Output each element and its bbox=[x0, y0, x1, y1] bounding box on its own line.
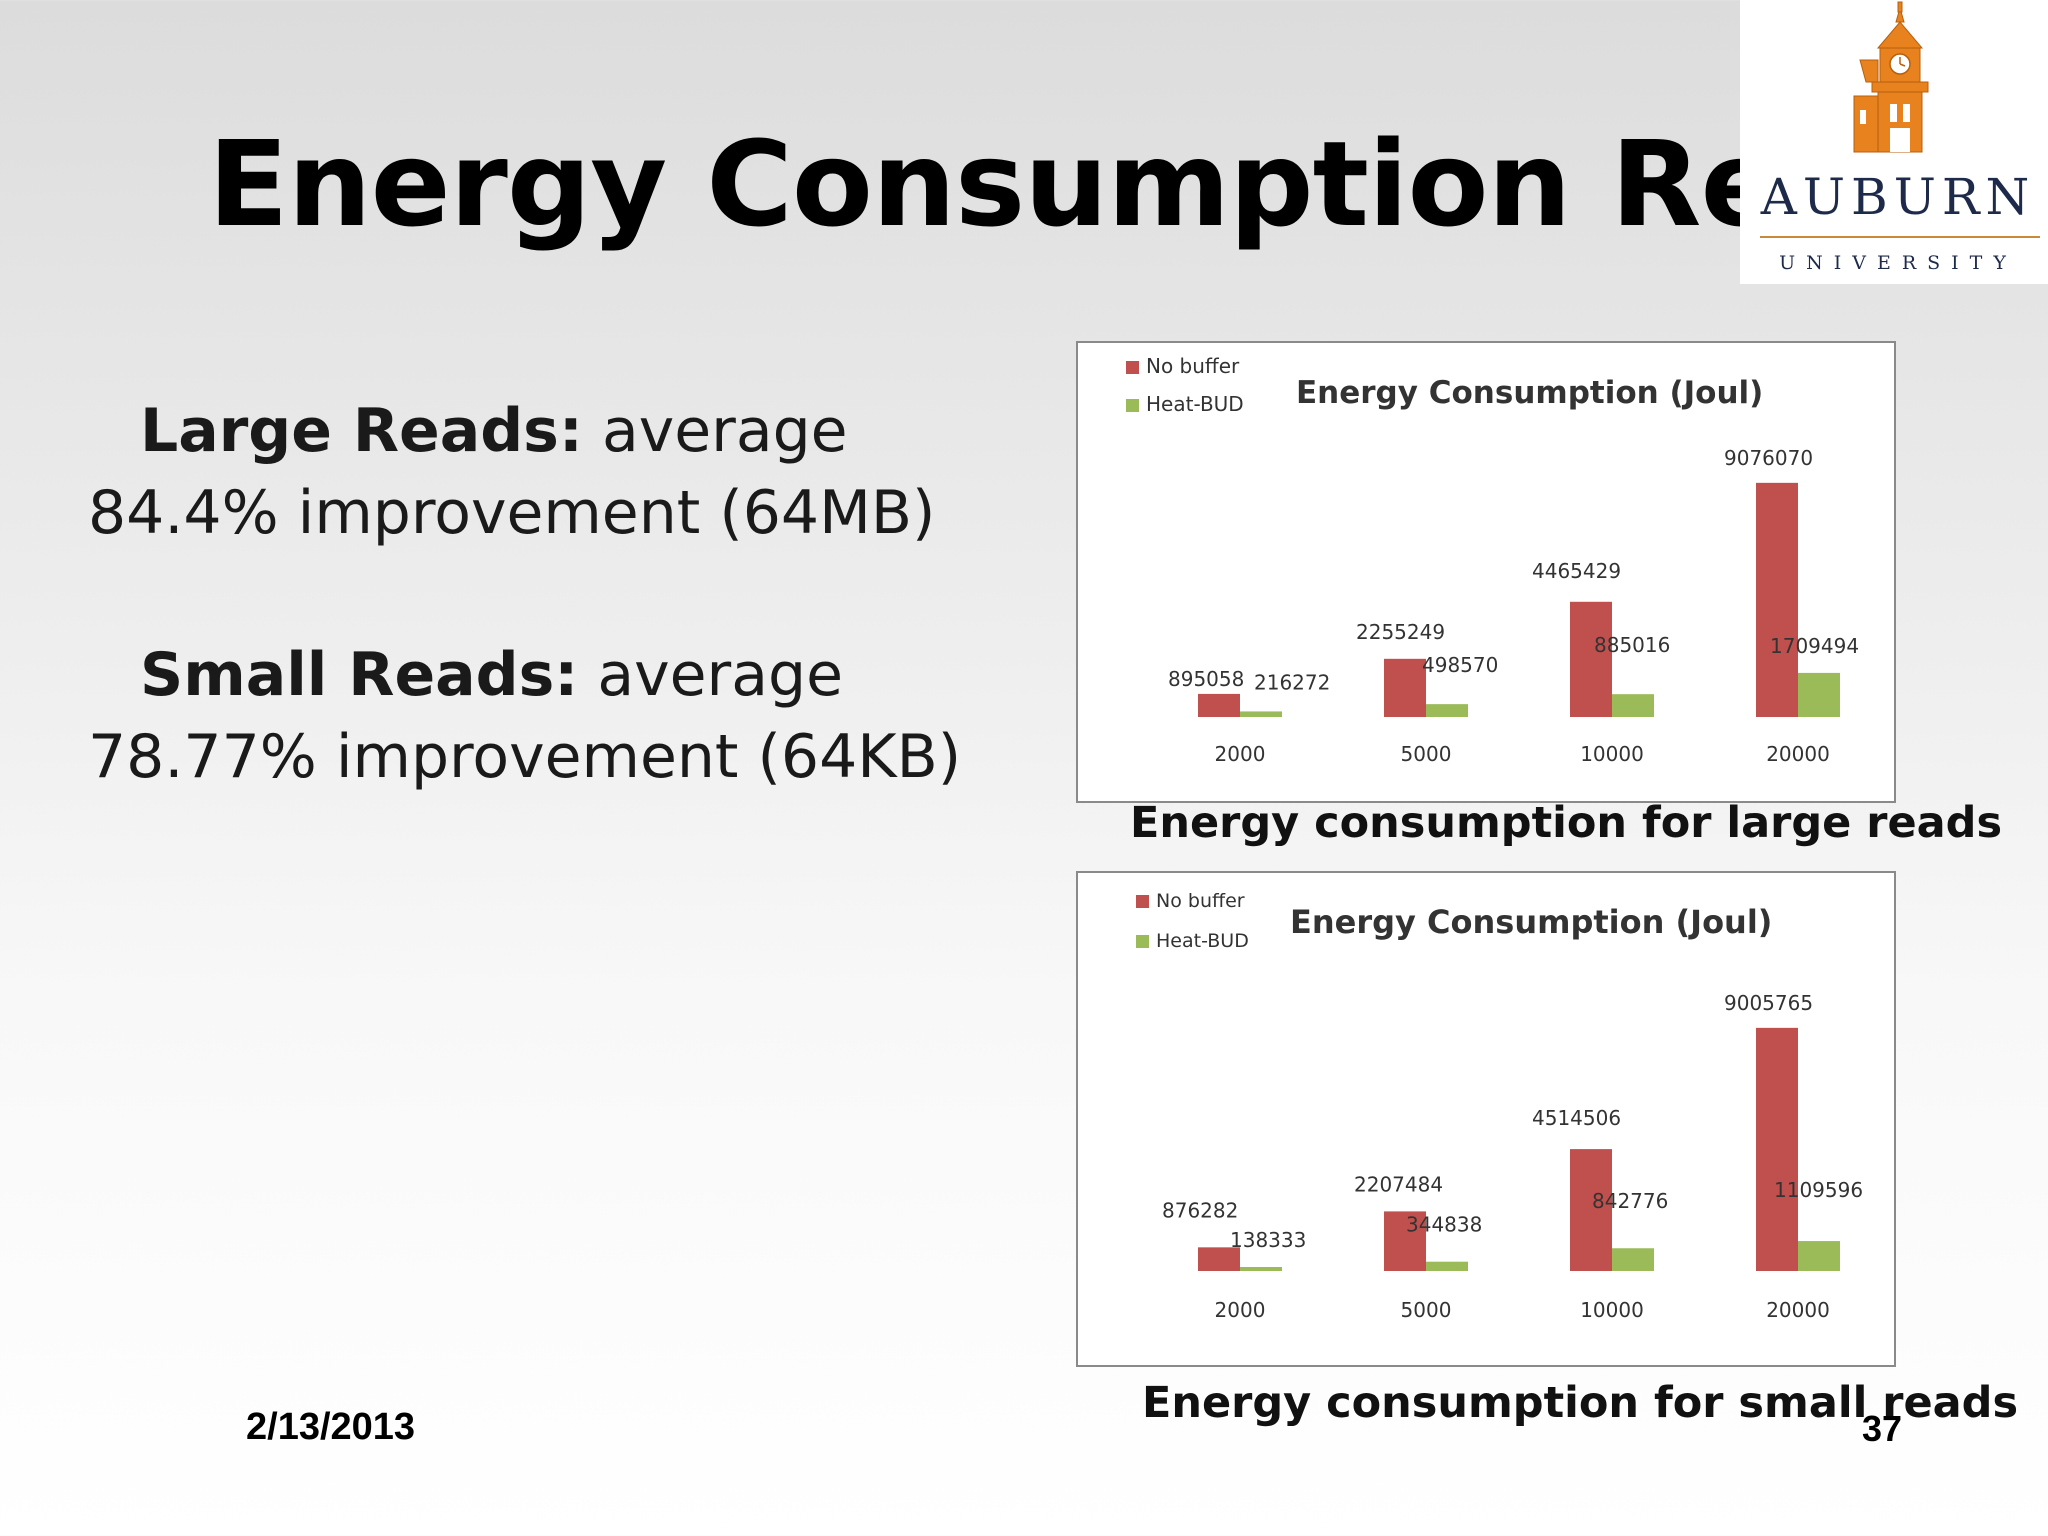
bar-no-buffer bbox=[1384, 658, 1426, 717]
category-label: 2000 bbox=[1215, 1298, 1266, 1322]
data-label: 895058 bbox=[1168, 667, 1244, 691]
chart-title: Energy Consumption (Joul) bbox=[1290, 903, 1772, 941]
legend-swatch bbox=[1136, 935, 1149, 948]
data-label: 138333 bbox=[1230, 1228, 1306, 1252]
logo-wordmark: AUBURN bbox=[1760, 168, 2036, 226]
category-label: 5000 bbox=[1401, 1298, 1452, 1322]
logo-divider bbox=[1760, 236, 2040, 238]
bar-heat-bud bbox=[1426, 704, 1468, 717]
legend-label: Heat-BUD bbox=[1146, 392, 1244, 416]
data-label: 2255249 bbox=[1356, 620, 1445, 644]
bullet-large-reads: Large Reads: average 84.4% improvement (… bbox=[88, 390, 1028, 554]
data-label: 842776 bbox=[1592, 1189, 1668, 1213]
data-label: 885016 bbox=[1594, 633, 1670, 657]
legend-label: No buffer bbox=[1156, 890, 1245, 912]
data-label: 2207484 bbox=[1354, 1172, 1443, 1196]
bar-no-buffer bbox=[1570, 601, 1612, 717]
chart-small-reads: Energy Consumption (Joul) No buffer Heat-B… bbox=[1076, 871, 1896, 1367]
category-label: 10000 bbox=[1580, 742, 1644, 766]
chart-title: Energy Consumption (Joul) bbox=[1296, 375, 1763, 411]
bar-heat-bud bbox=[1612, 1248, 1654, 1271]
chart-svg: Energy Consumption (Joul) No buffer Heat-B… bbox=[1136, 890, 1863, 1322]
bullet-label: Small Reads: bbox=[140, 640, 579, 710]
category-label: 5000 bbox=[1401, 742, 1452, 766]
category-label: 20000 bbox=[1766, 1298, 1830, 1322]
data-label: 876282 bbox=[1162, 1198, 1238, 1222]
university-logo: AUBURN UNIVERSITY bbox=[1740, 0, 2048, 284]
bar-no-buffer bbox=[1198, 1247, 1240, 1271]
category-label: 20000 bbox=[1766, 742, 1830, 766]
chart-svg: Energy Consumption (Joul) No buffer Heat-B… bbox=[1126, 354, 1859, 766]
bar-no-buffer bbox=[1756, 482, 1798, 717]
logo-subtitle: UNIVERSITY bbox=[1779, 252, 2017, 274]
bar-no-buffer bbox=[1570, 1149, 1612, 1271]
legend-swatch bbox=[1126, 399, 1139, 412]
category-label: 10000 bbox=[1580, 1298, 1644, 1322]
legend-label: No buffer bbox=[1146, 354, 1240, 378]
clock-tower-icon bbox=[1853, 1, 1929, 153]
bar-heat-bud bbox=[1798, 1241, 1840, 1271]
legend-swatch bbox=[1136, 895, 1149, 908]
bullet-text: average 78.77% improvement (64KB) bbox=[88, 640, 962, 792]
chart-caption-large-reads: Energy consumption for large reads bbox=[1130, 798, 2003, 848]
bar-heat-bud bbox=[1240, 1267, 1282, 1271]
data-label: 9076070 bbox=[1724, 446, 1813, 470]
data-label: 498570 bbox=[1422, 653, 1498, 677]
data-label: 9005765 bbox=[1724, 991, 1813, 1015]
bar-heat-bud bbox=[1426, 1261, 1468, 1271]
bar-no-buffer bbox=[1198, 693, 1240, 717]
bullet-list: Large Reads: average 84.4% improvement (… bbox=[88, 390, 1028, 878]
chart-caption-small-reads: Energy consumption for small reads bbox=[1142, 1378, 2019, 1428]
data-label: 1709494 bbox=[1770, 634, 1859, 658]
bullet-text: average 84.4% improvement (64MB) bbox=[88, 396, 936, 548]
bar-no-buffer bbox=[1756, 1027, 1798, 1271]
bullet-small-reads: Small Reads: average 78.77% improvement … bbox=[88, 634, 1028, 798]
bar-heat-bud bbox=[1240, 711, 1282, 717]
slide-date: 2/13/2013 bbox=[246, 1406, 416, 1448]
bar-heat-bud bbox=[1612, 694, 1654, 717]
category-label: 2000 bbox=[1215, 742, 1266, 766]
legend-swatch bbox=[1126, 361, 1139, 374]
bullet-label: Large Reads: bbox=[140, 396, 583, 466]
bar-no-buffer bbox=[1384, 1211, 1426, 1271]
data-label: 4465429 bbox=[1532, 559, 1621, 583]
legend-label: Heat-BUD bbox=[1156, 930, 1249, 952]
slide-page-number: 37 bbox=[1862, 1408, 1903, 1449]
data-label: 4514506 bbox=[1532, 1106, 1621, 1130]
data-label: 216272 bbox=[1254, 670, 1330, 694]
bar-heat-bud bbox=[1798, 672, 1840, 717]
data-label: 1109596 bbox=[1774, 1178, 1863, 1202]
data-label: 344838 bbox=[1406, 1213, 1482, 1237]
chart-large-reads: Energy Consumption (Joul) No buffer Heat-B… bbox=[1076, 341, 1896, 803]
